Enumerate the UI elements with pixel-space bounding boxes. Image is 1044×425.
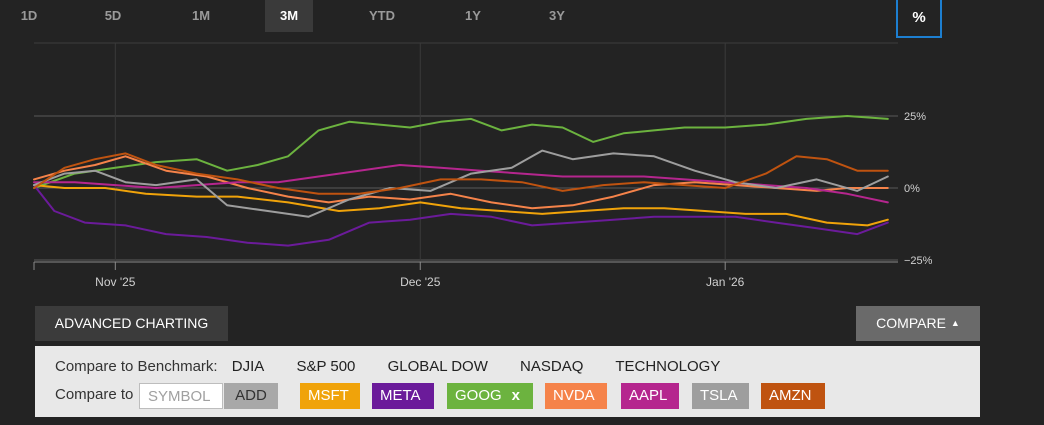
chip-goog[interactable]: GOOG x: [447, 383, 533, 409]
stock-comparison-chart: 25% 0% −25% Nov '25 Dec '25 Jan '26: [33, 42, 933, 289]
range-3m-button[interactable]: 3M: [265, 0, 313, 32]
range-ytd-button[interactable]: YTD: [369, 8, 395, 23]
chip-label: NVDA: [553, 387, 595, 404]
x-tick-label: Jan '26: [706, 275, 745, 289]
benchmark-label: Compare to Benchmark:: [55, 358, 218, 375]
percent-toggle-button[interactable]: %: [896, 0, 942, 38]
range-1m-button[interactable]: 1M: [191, 8, 211, 23]
series-line-meta: [33, 184, 889, 247]
range-3y-button[interactable]: 3Y: [549, 8, 565, 23]
benchmark-global-dow[interactable]: GLOBAL DOW: [387, 358, 488, 375]
range-1y-button[interactable]: 1Y: [465, 8, 481, 23]
x-tick-label: Dec '25: [400, 275, 441, 289]
chip-meta[interactable]: META: [372, 383, 434, 409]
series-line-amzn: [33, 152, 889, 195]
chip-label: AAPL: [629, 387, 668, 404]
range-selector: 1D 5D 1M 3M YTD 1Y 3Y %: [0, 0, 1044, 38]
range-5d-button[interactable]: 5D: [104, 8, 122, 23]
chip-aapl[interactable]: AAPL: [621, 383, 679, 409]
x-tick-label: Nov '25: [95, 275, 136, 289]
chip-label: TSLA: [700, 387, 738, 404]
chip-nvda[interactable]: NVDA: [545, 383, 607, 409]
chip-tsla[interactable]: TSLA: [692, 383, 749, 409]
chip-msft[interactable]: MSFT: [300, 383, 360, 409]
remove-goog-icon[interactable]: x: [511, 387, 521, 404]
chip-label: META: [380, 387, 421, 404]
chip-label: MSFT: [308, 387, 349, 404]
y-tick-label: −25%: [904, 255, 933, 267]
benchmark-technology[interactable]: TECHNOLOGY: [615, 358, 721, 375]
y-tick-label: 0%: [904, 183, 920, 195]
chip-label: AMZN: [769, 387, 812, 404]
advanced-charting-button[interactable]: ADVANCED CHARTING: [35, 306, 228, 341]
caret-up-icon: ▲: [950, 318, 960, 328]
range-1d-button[interactable]: 1D: [20, 8, 38, 23]
add-symbol-button[interactable]: ADD: [224, 383, 278, 409]
chip-amzn[interactable]: AMZN: [761, 383, 825, 409]
series-line-msft: [33, 184, 889, 227]
benchmark-nasdaq[interactable]: NASDAQ: [520, 358, 584, 375]
compare-panel: Compare to Benchmark: DJIA S&P 500 GLOBA…: [35, 346, 980, 417]
series-line-goog: [33, 115, 889, 189]
compare-label: COMPARE: [876, 315, 946, 331]
benchmark-row: Compare to Benchmark: DJIA S&P 500 GLOBA…: [55, 358, 748, 375]
compare-button[interactable]: COMPARE ▲: [856, 306, 980, 341]
compare-to-label: Compare to: [55, 386, 134, 403]
chip-label: GOOG: [455, 387, 502, 404]
series-line-tsla: [33, 149, 889, 218]
symbol-input[interactable]: [139, 383, 223, 409]
benchmark-sp500[interactable]: S&P 500: [296, 358, 356, 375]
benchmark-djia[interactable]: DJIA: [231, 358, 265, 375]
series-line-nvda: [33, 155, 889, 210]
y-tick-label: 25%: [904, 111, 926, 123]
